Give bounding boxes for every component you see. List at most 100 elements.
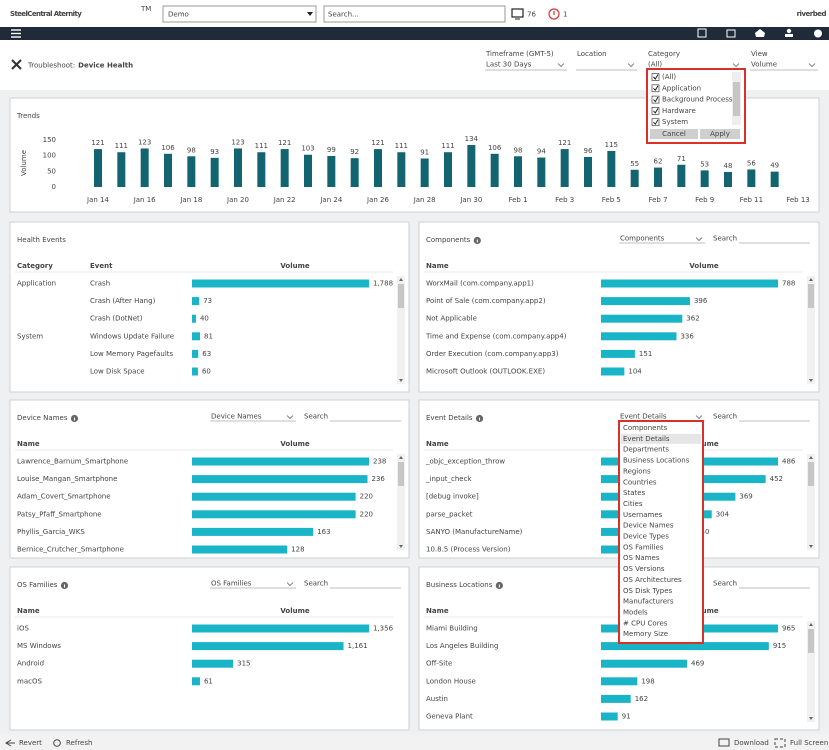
category-option[interactable]: (All) — [662, 73, 676, 81]
scrollbar-thumb[interactable] — [398, 284, 404, 308]
category-option[interactable]: Background Process — [662, 96, 733, 104]
volume-bar[interactable] — [192, 659, 234, 668]
volume-bar[interactable] — [192, 510, 356, 519]
search-placeholder[interactable]: Search... — [328, 11, 359, 19]
row-name[interactable]: Adam_Covert_Smartphone — [17, 493, 111, 501]
scrollbar-track[interactable] — [807, 276, 815, 384]
dataset-value[interactable]: Demo — [168, 11, 189, 19]
checkbox[interactable] — [651, 118, 660, 127]
refresh-button[interactable]: Refresh — [66, 739, 92, 747]
row-name[interactable]: Point of Sale (com.company.app2) — [426, 297, 546, 305]
bar[interactable] — [444, 152, 452, 187]
category-option[interactable]: Hardware — [662, 107, 696, 115]
row-name[interactable]: Lawrence_Barnum_Smartphone — [17, 458, 128, 466]
volume-bar[interactable] — [192, 367, 198, 376]
bar[interactable] — [140, 148, 149, 187]
scroll-down[interactable] — [399, 379, 403, 382]
filter-value[interactable]: (All) — [648, 61, 662, 69]
volume-bar[interactable] — [192, 297, 200, 306]
row-name[interactable]: Order Execution (com.company.app3) — [426, 350, 559, 358]
group-by-option[interactable]: Memory Size — [623, 630, 668, 638]
row-name[interactable]: Patsy_Pfaff_Smartphone — [17, 510, 102, 518]
volume-bar[interactable] — [192, 314, 196, 323]
cancel-button[interactable] — [650, 129, 698, 139]
row-name[interactable]: Windows Update Failure — [90, 332, 174, 340]
group-by-option[interactable]: Device Types — [623, 533, 669, 541]
group-by-option[interactable]: Countries — [623, 478, 657, 486]
menu-icon[interactable] — [11, 29, 21, 38]
row-name[interactable]: Phyllis_Garcia_WKS — [17, 528, 85, 536]
row-name[interactable]: Crash (DotNet) — [90, 315, 143, 323]
volume-bar[interactable] — [601, 659, 688, 668]
row-name[interactable]: _input_check — [425, 475, 472, 483]
volume-bar[interactable] — [601, 367, 625, 376]
checkbox[interactable] — [651, 84, 660, 93]
group-by-select[interactable]: Components — [620, 235, 665, 243]
alert-icon[interactable] — [548, 8, 560, 20]
bar[interactable] — [607, 150, 616, 187]
cancel-label[interactable]: Cancel — [662, 130, 686, 138]
bar[interactable] — [654, 167, 662, 187]
row-name[interactable]: Low Memory Pagefaults — [90, 350, 174, 358]
dataset-select[interactable] — [162, 5, 317, 23]
group-by-option[interactable]: OS Families — [623, 543, 664, 551]
row-name[interactable]: Crash — [90, 280, 110, 288]
bar[interactable] — [630, 169, 639, 187]
scroll-up[interactable] — [809, 623, 813, 626]
bar[interactable] — [327, 155, 336, 187]
group-by-option[interactable]: OS Versions — [623, 565, 665, 573]
volume-bar[interactable] — [601, 712, 618, 721]
full-screen-button[interactable]: Full Screen — [790, 739, 828, 747]
volume-bar[interactable] — [601, 349, 635, 358]
volume-bar[interactable] — [192, 624, 369, 633]
group-by-option[interactable]: Event Details — [623, 435, 670, 443]
bar[interactable] — [677, 164, 686, 187]
scrollbar-thumb[interactable] — [808, 462, 814, 486]
row-name[interactable]: WorxMail (com.company.app1) — [426, 280, 534, 288]
volume-bar[interactable] — [601, 279, 778, 288]
row-name[interactable]: macOS — [17, 677, 42, 685]
group-by-option[interactable]: Departments — [623, 446, 669, 454]
volume-bar[interactable] — [601, 677, 638, 686]
row-name[interactable]: parse_packet — [426, 510, 473, 518]
scroll-up[interactable] — [809, 456, 813, 459]
scrollbar-track[interactable] — [397, 454, 405, 550]
bar[interactable] — [164, 153, 172, 187]
checkbox[interactable] — [651, 107, 660, 115]
group-by-option[interactable]: Components — [623, 424, 668, 432]
row-name[interactable]: London House — [426, 677, 476, 685]
group-by-option[interactable]: # CPU Cores — [623, 619, 668, 627]
monitor-count[interactable]: 76 — [527, 11, 536, 19]
bar[interactable] — [280, 149, 289, 187]
bar[interactable] — [350, 158, 359, 187]
group-by-option[interactable]: Regions — [623, 467, 651, 475]
category-option[interactable]: Application — [662, 84, 701, 92]
scrollbar-track[interactable] — [807, 454, 815, 550]
scrollbar-thumb[interactable] — [398, 462, 404, 486]
checkbox[interactable] — [651, 73, 660, 81]
row-name[interactable]: Low Disk Space — [90, 368, 145, 376]
row-name[interactable]: SANYO (ManufactureName) — [426, 528, 523, 536]
scroll-up[interactable] — [399, 278, 403, 281]
row-name[interactable]: Android — [17, 660, 44, 668]
group-by-option[interactable]: OS Disk Types — [623, 587, 673, 595]
bar[interactable] — [770, 171, 779, 187]
volume-bar[interactable] — [192, 642, 344, 651]
row-name[interactable]: Louise_Mangan_Smartphone — [17, 475, 117, 483]
volume-bar[interactable] — [192, 677, 200, 686]
bar[interactable] — [420, 158, 429, 187]
volume-bar[interactable] — [192, 475, 368, 484]
revert-button[interactable]: Revert — [19, 739, 42, 747]
apply-button[interactable] — [700, 129, 740, 139]
group-by-select[interactable]: OS Families — [211, 580, 252, 588]
bar[interactable] — [210, 157, 219, 187]
monitor-icon[interactable] — [511, 8, 524, 18]
group-by-option[interactable]: Models — [623, 608, 648, 616]
row-name[interactable]: Crash (After Hang) — [90, 297, 156, 305]
bar[interactable] — [700, 170, 709, 187]
bar[interactable] — [560, 149, 569, 187]
bar[interactable] — [467, 145, 476, 187]
scroll-up[interactable] — [809, 278, 813, 281]
download-button[interactable]: Download — [734, 739, 769, 747]
scroll-up[interactable] — [399, 456, 403, 459]
